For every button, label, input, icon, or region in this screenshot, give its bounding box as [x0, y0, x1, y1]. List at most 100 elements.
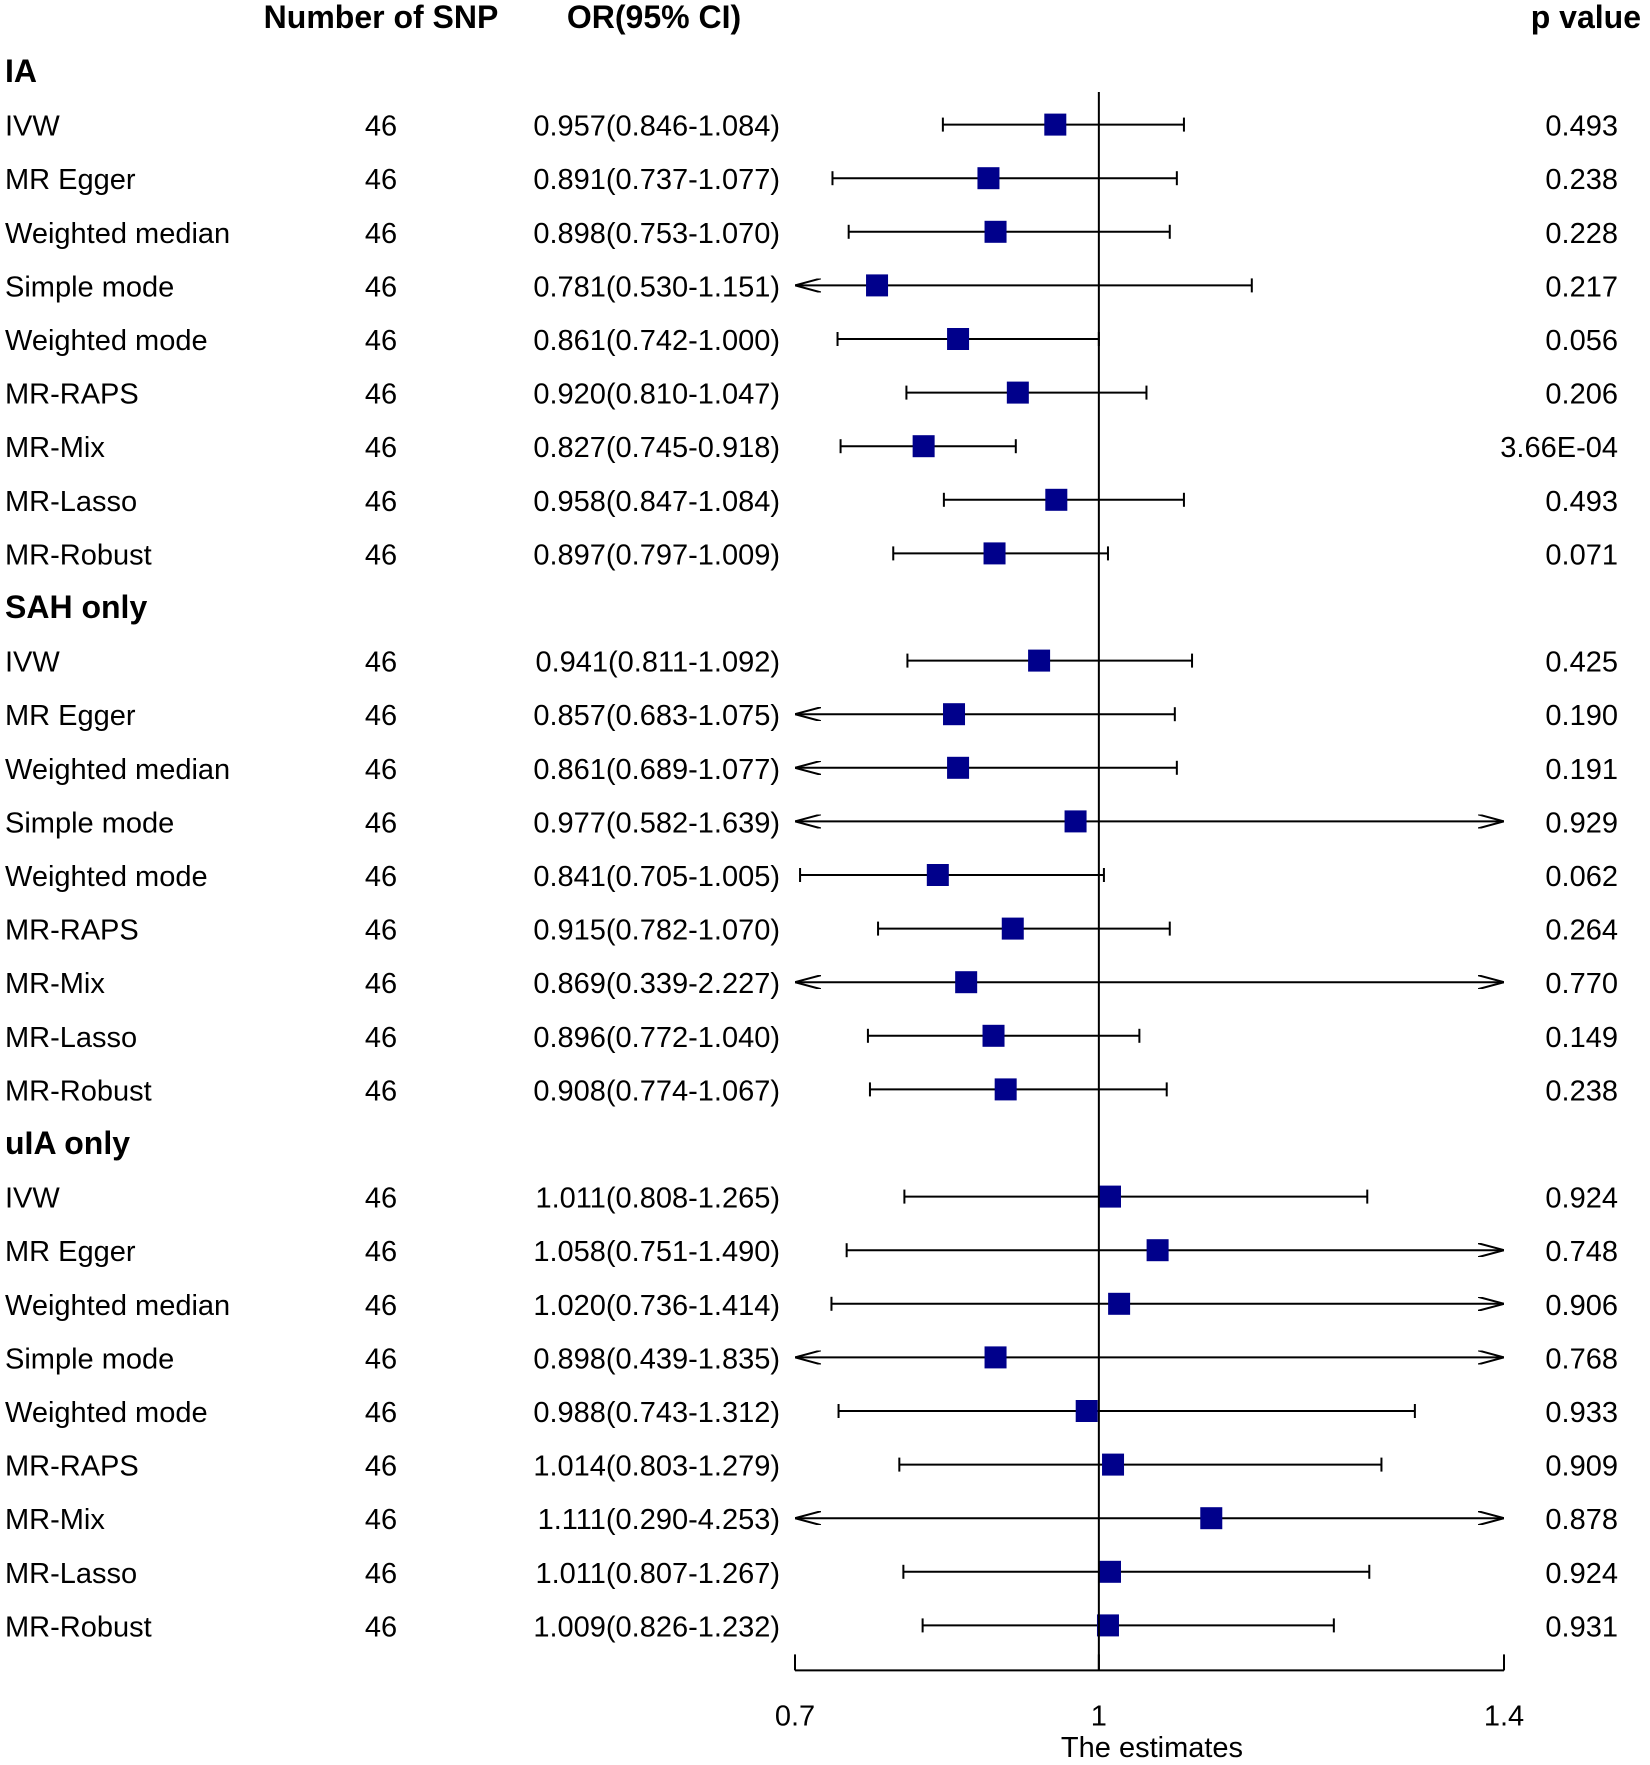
- x-tick-label-1: 1: [1091, 1700, 1107, 1732]
- row-1-1-p-value: 0.190: [1545, 700, 1618, 732]
- x-axis: The estimates 0.7 1 1.4: [775, 1654, 1524, 1764]
- row-2-0-nsnp: 46: [365, 1183, 397, 1215]
- row-0-7-or-ci: 0.958(0.847-1.084): [533, 486, 780, 518]
- row-2-8-p-value: 0.931: [1545, 1611, 1618, 1643]
- row-1-6-method: MR-Mix: [5, 968, 105, 1000]
- row-0-0-or-ci: 0.957(0.846-1.084): [533, 111, 780, 143]
- forest-table: IA IVW 46 0.957(0.846-1.084) 0.493 MR Egger 46…: [5, 53, 1618, 1643]
- row-1-8-method: MR-Robust: [5, 1075, 152, 1107]
- row-0-2-or-ci: 0.898(0.753-1.070): [533, 218, 780, 250]
- row-0-3-estimate-marker: [866, 274, 889, 297]
- row-1-5-or-ci: 0.915(0.782-1.070): [533, 915, 780, 947]
- row-0-6-p-value: 3.66E-04: [1500, 432, 1618, 464]
- row-0-2-p-value: 0.228: [1545, 218, 1618, 250]
- row-0-0-p-value: 0.493: [1545, 111, 1618, 143]
- row-2-7-or-ci: 1.011(0.807-1.267): [535, 1558, 780, 1590]
- header-p-value: p value: [1531, 0, 1641, 35]
- row-2-1-p-value: 0.748: [1545, 1236, 1618, 1268]
- row-1-0-estimate-marker: [1028, 649, 1051, 672]
- row-0-0-method: IVW: [5, 111, 60, 143]
- row-0-1-estimate-marker: [977, 167, 1000, 190]
- row-2-3-estimate-marker: [984, 1346, 1007, 1369]
- group-label-2: uIA only: [5, 1125, 130, 1161]
- row-2-0-estimate-marker: [1098, 1185, 1121, 1208]
- row-1-3-nsnp: 46: [365, 807, 397, 839]
- row-2-8-estimate-marker: [1096, 1614, 1119, 1637]
- row-0-8-method: MR-Robust: [5, 539, 152, 571]
- row-1-2-estimate-marker: [947, 756, 970, 779]
- row-1-1-estimate-marker: [943, 703, 966, 726]
- row-2-7-method: MR-Lasso: [5, 1558, 137, 1590]
- row-0-1-nsnp: 46: [365, 164, 397, 196]
- row-0-1-p-value: 0.238: [1545, 164, 1618, 196]
- row-0-8-p-value: 0.071: [1545, 539, 1618, 571]
- row-1-1-nsnp: 46: [365, 700, 397, 732]
- row-1-6-estimate-marker: [955, 971, 978, 994]
- row-0-4-method: Weighted mode: [5, 325, 208, 357]
- row-1-7-p-value: 0.149: [1545, 1022, 1618, 1054]
- row-1-2-p-value: 0.191: [1545, 754, 1618, 786]
- row-0-4-p-value: 0.056: [1545, 325, 1618, 357]
- row-2-2-estimate-marker: [1108, 1292, 1131, 1315]
- row-0-7-nsnp: 46: [365, 486, 397, 518]
- row-0-6-or-ci: 0.827(0.745-0.918): [533, 432, 780, 464]
- row-0-8-estimate-marker: [983, 542, 1006, 565]
- row-1-8-or-ci: 0.908(0.774-1.067): [533, 1075, 780, 1107]
- row-1-4-estimate-marker: [926, 864, 949, 886]
- row-1-0-or-ci: 0.941(0.811-1.092): [535, 647, 780, 679]
- row-2-6-nsnp: 46: [365, 1504, 397, 1536]
- row-1-8-p-value: 0.238: [1545, 1075, 1618, 1107]
- row-2-6-p-value: 0.878: [1545, 1504, 1618, 1536]
- row-2-5-p-value: 0.909: [1545, 1451, 1618, 1483]
- row-0-8-or-ci: 0.897(0.797-1.009): [533, 539, 780, 571]
- row-2-3-or-ci: 0.898(0.439-1.835): [533, 1343, 780, 1375]
- row-1-4-method: Weighted mode: [5, 861, 208, 893]
- row-1-6-p-value: 0.770: [1545, 968, 1618, 1000]
- row-1-4-p-value: 0.062: [1545, 861, 1618, 893]
- group-label-1: SAH only: [5, 589, 147, 625]
- group-label-0: IA: [5, 53, 37, 89]
- row-1-6-nsnp: 46: [365, 968, 397, 1000]
- row-0-3-p-value: 0.217: [1545, 271, 1618, 303]
- row-1-2-or-ci: 0.861(0.689-1.077): [533, 754, 780, 786]
- row-0-5-or-ci: 0.920(0.810-1.047): [533, 379, 780, 411]
- row-1-3-estimate-marker: [1064, 810, 1087, 833]
- row-1-4-nsnp: 46: [365, 861, 397, 893]
- row-2-2-p-value: 0.906: [1545, 1290, 1618, 1322]
- row-1-6-or-ci: 0.869(0.339-2.227): [533, 968, 780, 1000]
- row-0-3-nsnp: 46: [365, 271, 397, 303]
- row-0-3-method: Simple mode: [5, 271, 174, 303]
- row-1-5-nsnp: 46: [365, 915, 397, 947]
- row-1-7-method: MR-Lasso: [5, 1022, 137, 1054]
- row-1-5-method: MR-RAPS: [5, 915, 139, 947]
- row-0-7-p-value: 0.493: [1545, 486, 1618, 518]
- column-headers: Number of SNP OR(95% CI) p value: [264, 0, 1641, 35]
- row-2-1-or-ci: 1.058(0.751-1.490): [533, 1236, 780, 1268]
- row-2-0-method: IVW: [5, 1183, 60, 1215]
- row-2-0-p-value: 0.924: [1545, 1183, 1618, 1215]
- row-2-6-estimate-marker: [1200, 1507, 1223, 1530]
- row-0-4-estimate-marker: [947, 328, 970, 350]
- row-0-6-estimate-marker: [912, 435, 935, 458]
- row-2-8-or-ci: 1.009(0.826-1.232): [533, 1611, 780, 1643]
- row-0-8-nsnp: 46: [365, 539, 397, 571]
- row-1-3-p-value: 0.929: [1545, 807, 1618, 839]
- row-2-3-p-value: 0.768: [1545, 1343, 1618, 1375]
- row-2-4-nsnp: 46: [365, 1397, 397, 1429]
- row-2-4-estimate-marker: [1075, 1400, 1098, 1422]
- row-0-6-nsnp: 46: [365, 432, 397, 464]
- row-1-7-estimate-marker: [982, 1024, 1005, 1047]
- row-2-5-estimate-marker: [1102, 1453, 1125, 1476]
- row-2-3-method: Simple mode: [5, 1343, 174, 1375]
- row-2-5-nsnp: 46: [365, 1451, 397, 1483]
- row-2-1-estimate-marker: [1146, 1239, 1169, 1262]
- row-1-2-method: Weighted median: [5, 754, 230, 786]
- row-2-8-method: MR-Robust: [5, 1611, 152, 1643]
- row-1-8-estimate-marker: [994, 1078, 1017, 1101]
- row-0-6-method: MR-Mix: [5, 432, 105, 464]
- row-1-5-p-value: 0.264: [1545, 915, 1618, 947]
- row-0-2-estimate-marker: [984, 220, 1007, 243]
- row-0-2-nsnp: 46: [365, 218, 397, 250]
- row-2-4-method: Weighted mode: [5, 1397, 208, 1429]
- row-0-3-or-ci: 0.781(0.530-1.151): [533, 271, 780, 303]
